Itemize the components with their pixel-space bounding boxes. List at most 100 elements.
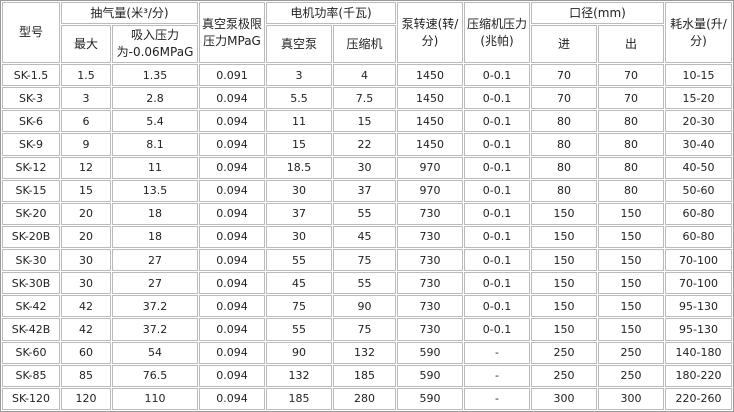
- table-row: SK-3 3 2.8 0.094 5.5 7.5 1450 0-0.1 70 70 15-20: [2, 87, 732, 110]
- table-row: SK-6 6 5.4 0.094 11 15 1450 0-0.1 80 80 20-30: [2, 110, 732, 133]
- table-row: SK-120 120 110 0.094 185 280 590-300 300 220-260: [2, 387, 732, 410]
- table-cell: 55: [266, 318, 332, 341]
- header-motor-power: 电机功率(千瓦): [266, 2, 396, 24]
- table-cell: 250: [531, 364, 597, 387]
- table-cell: 70-100: [665, 249, 732, 272]
- header-power-compressor: 压缩机: [333, 25, 396, 63]
- table-cell: SK-15: [2, 179, 60, 202]
- table-cell: SK-60: [2, 341, 60, 364]
- table-cell: SK-30B: [2, 272, 60, 295]
- table-cell: 20: [61, 202, 111, 225]
- header-suction: 抽气量(米³/分): [61, 2, 198, 24]
- table-cell: 3: [61, 87, 111, 110]
- table-cell: SK-20: [2, 202, 60, 225]
- table-cell: 185: [333, 364, 396, 387]
- table-cell: 280: [333, 387, 396, 410]
- table-cell: 5.4: [112, 110, 198, 133]
- table-cell: 300: [531, 387, 597, 410]
- table-cell: SK-20B: [2, 225, 60, 248]
- table-cell: 0-0.1: [464, 295, 530, 318]
- table-cell: 15: [61, 179, 111, 202]
- table-cell: 90: [266, 341, 332, 364]
- table-cell: 27: [112, 249, 198, 272]
- table-cell: 0.091: [199, 64, 265, 87]
- table-cell: SK-6: [2, 110, 60, 133]
- table-cell: 0.094: [199, 387, 265, 410]
- table-cell: 70: [531, 87, 597, 110]
- table-cell: 1.35: [112, 64, 198, 87]
- table-cell: 1.5: [61, 64, 111, 87]
- table-cell: 150: [531, 202, 597, 225]
- table-cell: 60: [61, 341, 111, 364]
- table-cell: 12: [61, 156, 111, 179]
- table-cell: 13.5: [112, 179, 198, 202]
- table-cell: 37: [333, 179, 396, 202]
- table-cell: 0.094: [199, 225, 265, 248]
- table-cell: 30: [61, 249, 111, 272]
- table-cell: 0.094: [199, 179, 265, 202]
- table-cell: 40-50: [665, 156, 732, 179]
- table-cell: 590: [397, 387, 463, 410]
- table-row: SK-20 20 18 0.094 37 55 730 0-0.1 150 150 60-80: [2, 202, 732, 225]
- table-cell: 150: [531, 295, 597, 318]
- table-cell: 10-15: [665, 64, 732, 87]
- table-cell: 2.8: [112, 87, 198, 110]
- table-row: SK-42B 42 37.2 0.094 55 75 730 0-0.1 150 150 95-13…: [2, 318, 732, 341]
- table-row: SK-30 30 27 0.094 55 75 730 0-0.1 150 150 70-100: [2, 249, 732, 272]
- table-cell: 150: [598, 202, 664, 225]
- table-row: SK-85 85 76.5 0.094 132 185 590-250 250 180-220: [2, 364, 732, 387]
- table-cell: 132: [266, 364, 332, 387]
- table-cell: 1450: [397, 133, 463, 156]
- header-diameter-out: 出: [598, 25, 664, 63]
- header-water-consumption: 耗水量(升/分): [665, 2, 732, 63]
- table-row: SK-30B 30 27 0.094 45 55 730 0-0.1 150 150 70-100: [2, 272, 732, 295]
- table-cell: 4: [333, 64, 396, 87]
- table-cell: 0.094: [199, 202, 265, 225]
- table-cell: 730: [397, 249, 463, 272]
- table-cell: -: [464, 387, 530, 410]
- table-cell: 0-0.1: [464, 64, 530, 87]
- table-cell: 6: [61, 110, 111, 133]
- table-cell: 150: [531, 225, 597, 248]
- table-row: SK-60 60 54 0.094 90 132 590-250 250 140-180: [2, 341, 732, 364]
- table-cell: 42: [61, 318, 111, 341]
- table-cell: 150: [531, 272, 597, 295]
- table-cell: 250: [598, 364, 664, 387]
- table-cell: 0-0.1: [464, 179, 530, 202]
- table-cell: 54: [112, 341, 198, 364]
- table-cell: 42: [61, 295, 111, 318]
- table-cell: 45: [333, 225, 396, 248]
- header-limit-pressure: 真空泵极限压力MPaG: [199, 2, 265, 63]
- table-cell: 20: [61, 225, 111, 248]
- table-cell: 110: [112, 387, 198, 410]
- header-pump-speed: 泵转速(转/分): [397, 2, 463, 63]
- table-cell: 5.5: [266, 87, 332, 110]
- table-row: SK-42 42 37.2 0.094 75 90 730 0-0.1 150 150 95-130: [2, 295, 732, 318]
- table-cell: 730: [397, 318, 463, 341]
- table-cell: 1450: [397, 87, 463, 110]
- table-cell: 55: [266, 249, 332, 272]
- table-cell: 1450: [397, 64, 463, 87]
- table-cell: 18.5: [266, 156, 332, 179]
- table-cell: 150: [598, 318, 664, 341]
- header-diameter: 口径(mm): [531, 2, 664, 24]
- table-cell: 37.2: [112, 318, 198, 341]
- table-cell: SK-85: [2, 364, 60, 387]
- header-power-pump: 真空泵: [266, 25, 332, 63]
- table-cell: 55: [333, 202, 396, 225]
- table-cell: 30: [266, 179, 332, 202]
- table-cell: 3: [266, 64, 332, 87]
- table-cell: 150: [598, 249, 664, 272]
- table-cell: 140-180: [665, 341, 732, 364]
- table-cell: 150: [598, 295, 664, 318]
- table-cell: 1450: [397, 110, 463, 133]
- table-cell: 0-0.1: [464, 318, 530, 341]
- table-cell: 220-260: [665, 387, 732, 410]
- header-diameter-in: 进: [531, 25, 597, 63]
- table-cell: SK-9: [2, 133, 60, 156]
- table-row: SK-1.5 1.5 1.35 0.091 3 4 1450 0-0.1 70 70 10-15: [2, 64, 732, 87]
- table-cell: 730: [397, 225, 463, 248]
- table-cell: 150: [598, 225, 664, 248]
- table-cell: 80: [531, 179, 597, 202]
- header-model: 型号: [2, 2, 60, 63]
